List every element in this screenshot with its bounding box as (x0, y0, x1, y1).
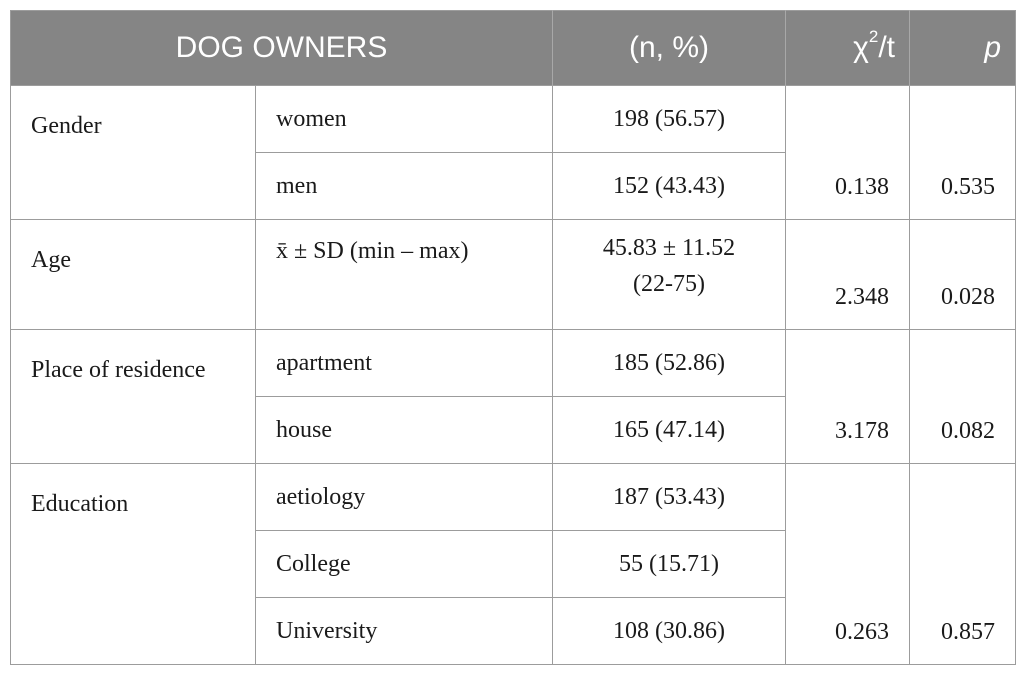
chi-symbol: χ (853, 31, 869, 64)
category-gender: Gender (10, 85, 256, 220)
header-chi-square-t: χ2/t (785, 10, 910, 86)
sub-aetiology: aetiology (254, 463, 554, 531)
age-range: (22-75) (633, 271, 705, 297)
value-men: 152 (43.43) (552, 152, 787, 220)
sub-house: house (254, 396, 554, 464)
p-age: 0.028 (909, 219, 1017, 330)
p-residence: 0.082 (909, 329, 1017, 464)
value-house: 165 (47.14) (552, 396, 787, 464)
sub-women: women (254, 85, 554, 153)
chi-superscript: 2 (868, 27, 879, 46)
stat-age: 2.348 (785, 219, 911, 330)
value-age: 45.83 ± 11.52 (22-75) (552, 219, 787, 330)
table-row: University 108 (30.86) (11, 597, 1016, 665)
category-education: Education (10, 463, 256, 665)
sub-college: College (254, 530, 554, 598)
table-row: men 152 (43.43) (11, 152, 1016, 220)
stat-residence: 3.178 (785, 329, 911, 464)
value-aetiology: 187 (53.43) (552, 463, 787, 531)
header-p: p (909, 10, 1016, 86)
sub-apartment: apartment (254, 329, 554, 397)
stat-education: 0.263 (785, 463, 911, 665)
value-women: 198 (56.57) (552, 85, 787, 153)
age-mean-sd: 45.83 ± 11.52 (602, 235, 736, 261)
table-row: Gender women 198 (56.57) 0.138 0.535 (10, 85, 1017, 220)
p-education: 0.857 (909, 463, 1017, 665)
sub-university: University (254, 597, 554, 665)
category-age: Age (10, 219, 256, 330)
category-place-of-residence: Place of residence (10, 329, 256, 464)
table-row: Education aetiology 187 (53.43) 0.263 0.… (10, 463, 1017, 665)
header-row: DOG OWNERS (n, %) χ2/t p (10, 10, 1016, 86)
sub-men: men (254, 152, 554, 220)
table-row: Age x̄ ± SD (min – max) 45.83 ± 11.52 (22… (10, 219, 1017, 330)
value-college: 55 (15.71) (552, 530, 787, 598)
table-row: Place of residence apartment 185 (52.86)… (10, 329, 1017, 464)
value-university: 108 (30.86) (552, 597, 787, 665)
table-row: College 55 (15.71) (11, 530, 1016, 598)
p-gender: 0.535 (909, 85, 1017, 220)
header-dog-owners: DOG OWNERS (10, 10, 553, 86)
dog-owners-table: DOG OWNERS (n, %) χ2/t p Gender women 19… (10, 10, 1017, 665)
stat-gender: 0.138 (785, 85, 911, 220)
value-apartment: 185 (52.86) (552, 329, 787, 397)
sub-age-mean-sd: x̄ ± SD (min – max) (254, 219, 554, 330)
chi-t-suffix: /t (878, 31, 896, 64)
header-n-percent: (n, %) (552, 10, 786, 86)
